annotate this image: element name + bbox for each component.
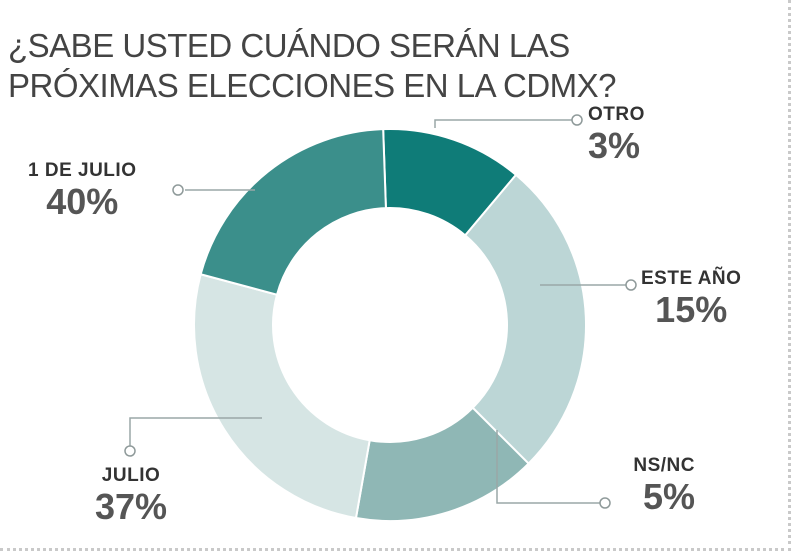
label-este-ano: ESTE AÑO 15% [641, 268, 741, 330]
slice-value-1-de-julio: 40% [46, 181, 119, 222]
slice-value-julio: 37% [95, 486, 168, 527]
slice-label-1-de-julio: 1 DE JULIO [28, 160, 137, 181]
label-otro: OTRO 3% [588, 104, 645, 166]
slice-value-otro: 3% [588, 125, 641, 166]
slice-label-nsnc: NS/NC [633, 455, 695, 476]
leader-dot-julio [124, 445, 136, 457]
slice-value-nsnc: 5% [642, 476, 695, 517]
slice-1-de-julio [199, 128, 387, 296]
leader-dot-este-ano [625, 279, 637, 291]
leader-line-otro [434, 119, 572, 128]
label-nsnc: NS/NC 5% [615, 455, 695, 517]
slice-label-otro: OTRO [588, 104, 645, 125]
leader-dot-otro [571, 114, 583, 126]
slice-label-julio: JULIO [101, 465, 161, 486]
slice-label-este-ano: ESTE AÑO [641, 268, 742, 289]
slice-este-ano [463, 173, 587, 466]
slice-julio [193, 273, 371, 520]
label-1-de-julio: 1 DE JULIO 40% [28, 160, 136, 222]
leader-dot-1-de-julio [172, 184, 184, 196]
leader-dot-nsnc [599, 497, 611, 509]
leader-line-nsnc [496, 430, 600, 504]
leader-line-julio [129, 417, 262, 446]
label-julio: JULIO 37% [95, 465, 167, 527]
chart-title: ¿SABE USTED CUÁNDO SERÁN LAS PRÓXIMAS EL… [8, 27, 617, 104]
slice-value-este-ano: 15% [655, 289, 728, 330]
